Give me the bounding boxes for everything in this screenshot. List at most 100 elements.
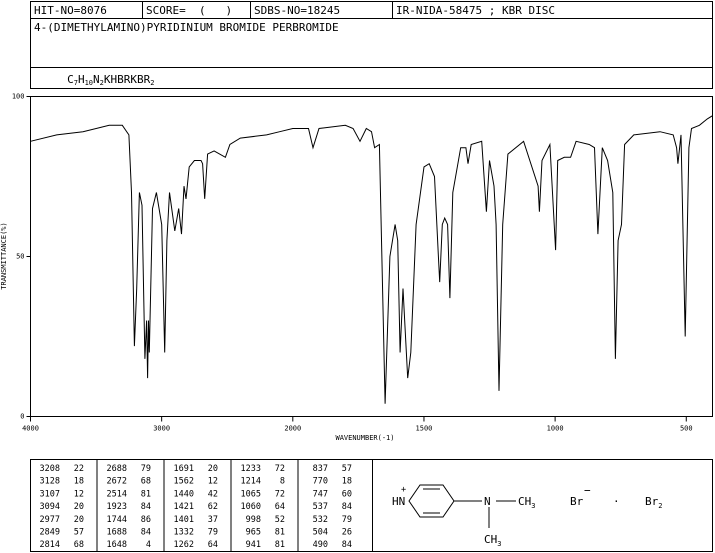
compound-name: 4-(DIMETHYLAMINO)PYRIDINIUM BROMIDE PERB… <box>34 21 339 34</box>
formula-sub: 7 <box>74 79 78 87</box>
methyl: CH3 <box>484 533 501 548</box>
peak-transmittance: 26 <box>342 528 352 538</box>
peak-transmittance: 84 <box>141 502 151 512</box>
peak-transmittance: 52 <box>275 515 285 525</box>
formula-part: KHBRKBR <box>104 73 151 86</box>
methyl-sub: 3 <box>531 502 535 510</box>
peak-wavenumber: 2514 <box>107 489 127 499</box>
peak-transmittance: 12 <box>208 477 218 487</box>
peak-wavenumber: 770 <box>313 477 328 487</box>
peak-wavenumber: 1421 <box>174 502 194 512</box>
n-label: N <box>484 495 491 508</box>
peak-transmittance: 68 <box>141 477 151 487</box>
peak-transmittance: 20 <box>74 502 84 512</box>
bromine: Br2 <box>645 495 662 510</box>
x-tick-label: 3000 <box>153 425 170 433</box>
dot: · <box>613 495 620 508</box>
peak-wavenumber: 1060 <box>241 502 261 512</box>
x-tick-label: 1000 <box>547 425 564 433</box>
bromide: Br <box>570 495 584 508</box>
peak-wavenumber: 998 <box>246 515 261 525</box>
peak-wavenumber: 490 <box>313 540 328 550</box>
peak-wavenumber: 2977 <box>40 515 60 525</box>
plot: 4000 3000 2000 1500 1000 500 0 50 100 <box>12 93 713 433</box>
x-tick-label: 1500 <box>416 425 433 433</box>
peak-transmittance: 20 <box>208 464 218 474</box>
x-axis-label: WAVENUMBER(-1) <box>335 434 394 442</box>
methyl: CH3 <box>518 495 535 510</box>
header-box <box>30 1 713 89</box>
peak-wavenumber: 2672 <box>107 477 127 487</box>
peak-wavenumber: 3094 <box>40 502 60 512</box>
peak-wavenumber: 2849 <box>40 528 60 538</box>
peak-wavenumber: 965 <box>246 528 261 538</box>
peak-wavenumber: 2814 <box>40 540 60 550</box>
peak-transmittance: 84 <box>342 502 352 512</box>
formula-part: H <box>78 73 85 86</box>
peak-table-box <box>30 459 713 552</box>
formula-sub: 10 <box>85 79 93 87</box>
sdbs-no: SDBS-NO=18245 <box>254 4 340 17</box>
peak-transmittance: 86 <box>141 515 151 525</box>
peak-transmittance: 8 <box>280 477 285 487</box>
peak-wavenumber: 1262 <box>174 540 194 550</box>
peak-wavenumber: 1332 <box>174 528 194 538</box>
peak-transmittance: 4 <box>146 540 151 550</box>
peak-wavenumber: 941 <box>246 540 261 550</box>
peak-wavenumber: 2688 <box>107 464 127 474</box>
peak-transmittance: 60 <box>342 489 352 499</box>
x-tick-label: 4000 <box>22 425 39 433</box>
peak-transmittance: 68 <box>74 540 84 550</box>
peak-wavenumber: 3128 <box>40 477 60 487</box>
peak-wavenumber: 3107 <box>40 489 60 499</box>
y-tick-label: 0 <box>20 413 24 421</box>
score: SCORE= ( ) <box>146 4 232 17</box>
br: Br <box>645 495 659 508</box>
charge: + <box>401 485 406 495</box>
peak-wavenumber: 504 <box>313 528 328 538</box>
formula-sub: 2 <box>100 79 104 87</box>
peak-wavenumber: 747 <box>313 489 328 499</box>
formula: C7H10N2KHBRKBR2 <box>34 73 174 88</box>
peak-wavenumber: 1923 <box>107 502 127 512</box>
spectrum-line <box>30 115 713 404</box>
hit-no: HIT-NO=8076 <box>34 4 107 17</box>
peak-table: 3208 22 3128 18 3107 12 3094 20 2977 20 2849 57 2814… <box>40 459 352 552</box>
peak-transmittance: 57 <box>74 528 84 538</box>
br-sub: 2 <box>658 502 662 510</box>
peak-transmittance: 42 <box>208 489 218 499</box>
anion-charge: − <box>584 484 591 497</box>
peak-wavenumber: 1688 <box>107 528 127 538</box>
structure: HN + N CH3 CH3 Br − · Br2 <box>392 484 662 548</box>
peak-wavenumber: 1691 <box>174 464 194 474</box>
peak-wavenumber: 532 <box>313 515 328 525</box>
peak-wavenumber: 3208 <box>40 464 60 474</box>
peak-transmittance: 37 <box>208 515 218 525</box>
x-tick-label: 500 <box>680 425 693 433</box>
y-tick-label: 50 <box>16 253 24 261</box>
peak-transmittance: 79 <box>208 528 218 538</box>
peak-transmittance: 72 <box>275 489 285 499</box>
peak-transmittance: 18 <box>74 477 84 487</box>
peak-transmittance: 84 <box>141 528 151 538</box>
pyridine-ring <box>408 484 455 518</box>
formula-sub: 2 <box>150 79 154 87</box>
peak-transmittance: 57 <box>342 464 352 474</box>
y-tick-label: 100 <box>12 93 25 101</box>
peak-transmittance: 81 <box>141 489 151 499</box>
peak-wavenumber: 1562 <box>174 477 194 487</box>
method: IR-NIDA-58475 ; KBR DISC <box>396 4 555 17</box>
peak-transmittance: 72 <box>275 464 285 474</box>
peak-transmittance: 64 <box>275 502 285 512</box>
x-tick-label: 2000 <box>284 425 301 433</box>
peak-transmittance: 79 <box>141 464 151 474</box>
hn-label: HN <box>392 495 405 508</box>
peak-wavenumber: 1233 <box>241 464 261 474</box>
peak-wavenumber: 1440 <box>174 489 194 499</box>
peak-transmittance: 12 <box>74 489 84 499</box>
peak-wavenumber: 1401 <box>174 515 194 525</box>
peak-transmittance: 62 <box>208 502 218 512</box>
peak-transmittance: 18 <box>342 477 352 487</box>
y-axis-label: TRANSMITTANCE(%) <box>0 222 8 289</box>
